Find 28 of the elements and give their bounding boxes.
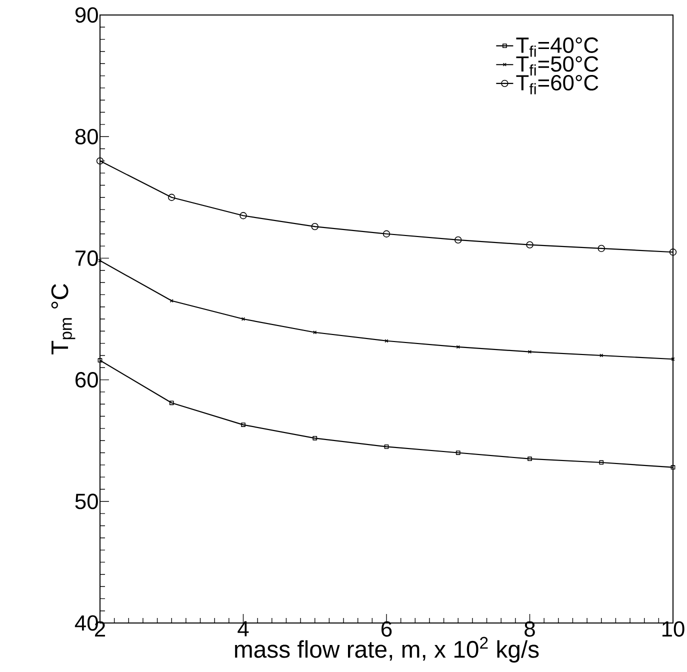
point — [599, 460, 604, 465]
point — [241, 422, 246, 427]
point — [96, 157, 104, 165]
point — [382, 230, 390, 238]
legend-label: T$_{fi}$=40°C — [516, 37, 598, 57]
x-tick-label: 10 — [662, 621, 684, 637]
point — [456, 450, 460, 455]
point — [526, 241, 534, 248]
y-axis-title: T$_{pm}$ °C — [51, 284, 76, 354]
point — [311, 222, 318, 230]
point — [169, 400, 174, 406]
point — [313, 330, 317, 334]
point — [240, 212, 247, 220]
point — [598, 244, 605, 252]
y-tick-label: 80 — [75, 128, 98, 144]
legend-label: T$_{fi}$=60°C — [516, 74, 598, 94]
x-axis-title: mass flow rate, m, x 10$^{2}$ kg/s — [235, 636, 539, 663]
legend-label: T$_{fi}$=50°C — [516, 56, 598, 76]
point — [454, 236, 462, 244]
point — [312, 436, 318, 440]
y-tick-label: 60 — [76, 372, 98, 388]
y-tick-label: 50 — [75, 494, 98, 510]
y-tick-label: 90 — [75, 7, 98, 23]
point — [528, 456, 532, 462]
point — [168, 194, 176, 201]
point — [669, 248, 677, 256]
point — [384, 444, 389, 449]
y-tick-label: 70 — [76, 250, 98, 266]
